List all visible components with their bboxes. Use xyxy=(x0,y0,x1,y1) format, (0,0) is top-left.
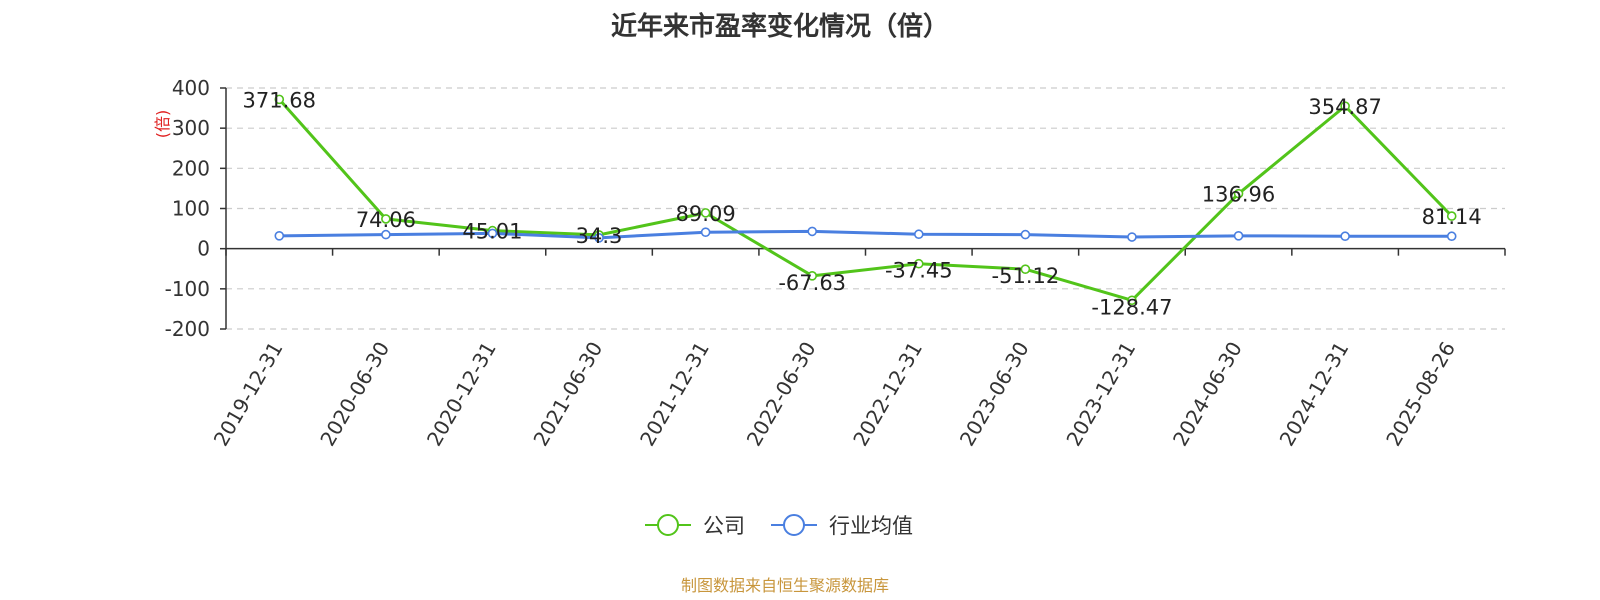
x-tick-label: 2020-12-31 xyxy=(422,338,501,451)
y-tick-label: -200 xyxy=(165,317,210,341)
data-point[interactable] xyxy=(1020,264,1031,274)
data-point[interactable] xyxy=(381,229,391,240)
x-tick-label: 2023-12-31 xyxy=(1061,338,1140,451)
legend-label: 公司 xyxy=(703,514,745,538)
x-tick-label: 2023-06-30 xyxy=(955,338,1034,451)
x-tick-label: 2024-12-31 xyxy=(1275,338,1354,451)
data-label: 34.3 xyxy=(576,224,623,248)
x-tick-label: 2020-06-30 xyxy=(315,338,394,451)
data-point[interactable] xyxy=(1340,101,1350,111)
data-point[interactable] xyxy=(807,271,818,281)
data-point[interactable] xyxy=(1340,231,1350,242)
data-point[interactable] xyxy=(1127,232,1137,242)
data-point[interactable] xyxy=(381,214,391,224)
x-tick-label: 2021-06-30 xyxy=(528,338,607,451)
y-tick-label: 300 xyxy=(172,116,210,140)
data-point[interactable] xyxy=(700,227,711,237)
series-lines xyxy=(274,94,1457,306)
data-label: -128.47 xyxy=(1091,295,1172,319)
legend-marker-icon xyxy=(783,514,805,536)
x-tick-label: 2022-06-30 xyxy=(742,338,821,451)
legend-item-1[interactable]: 行业均值 xyxy=(771,514,913,538)
data-point[interactable] xyxy=(913,258,924,269)
data-point[interactable] xyxy=(274,231,285,241)
data-label: 81.14 xyxy=(1422,205,1482,229)
data-point[interactable] xyxy=(913,229,924,240)
y-tick-label: -100 xyxy=(165,277,210,301)
data-point[interactable] xyxy=(700,208,711,218)
x-tick-label: 2024-06-30 xyxy=(1168,338,1247,451)
data-point[interactable] xyxy=(1446,211,1457,221)
legend-label: 行业均值 xyxy=(829,514,913,538)
data-label: -51.12 xyxy=(992,264,1060,288)
data-label: 371.68 xyxy=(243,88,316,112)
y-tick-label: 400 xyxy=(172,76,210,100)
y-tick-label: 200 xyxy=(172,156,210,180)
chart-title: 近年来市盈率变化情况（倍） xyxy=(611,11,949,42)
data-point[interactable] xyxy=(274,94,285,105)
data-point[interactable] xyxy=(1233,231,1244,241)
data-label: 354.87 xyxy=(1308,95,1381,119)
y-tick-label: 0 xyxy=(197,237,210,261)
x-tick-label: 2019-12-31 xyxy=(209,338,288,451)
data-point[interactable] xyxy=(1446,231,1457,242)
data-label: 74.06 xyxy=(356,208,416,232)
data-label: -67.63 xyxy=(778,271,846,295)
data-label: 89.09 xyxy=(676,202,736,226)
data-point[interactable] xyxy=(487,228,498,239)
data-point[interactable] xyxy=(1020,229,1031,240)
data-point[interactable] xyxy=(594,233,604,243)
data-labels: 371.68 74.06 45.01 34.3 89.09 -67.63 -37.45 -51… xyxy=(243,88,1482,319)
y-tick-label: 100 xyxy=(172,197,210,221)
x-tick-label: 2021-12-31 xyxy=(635,338,714,451)
grid-lines xyxy=(226,87,1505,330)
data-label: 136.96 xyxy=(1202,183,1275,207)
series-line-1 xyxy=(279,229,1452,240)
data-source-note: 制图数据来自恒生聚源数据库 xyxy=(681,576,889,595)
legend[interactable]: 公司 行业均值 xyxy=(645,514,913,538)
y-axis-label: (倍) xyxy=(153,110,172,139)
data-point[interactable] xyxy=(1233,188,1244,199)
series-line-0 xyxy=(278,98,1453,302)
legend-item-0[interactable]: 公司 xyxy=(645,514,745,538)
data-label: -37.45 xyxy=(885,259,953,283)
data-point[interactable] xyxy=(1127,295,1137,306)
data-point[interactable] xyxy=(807,226,818,237)
x-tick-label: 2025-08-26 xyxy=(1381,338,1460,451)
data-label: 45.01 xyxy=(462,220,522,244)
x-tick-label: 2022-12-31 xyxy=(848,338,927,451)
legend-marker-icon xyxy=(657,514,679,536)
